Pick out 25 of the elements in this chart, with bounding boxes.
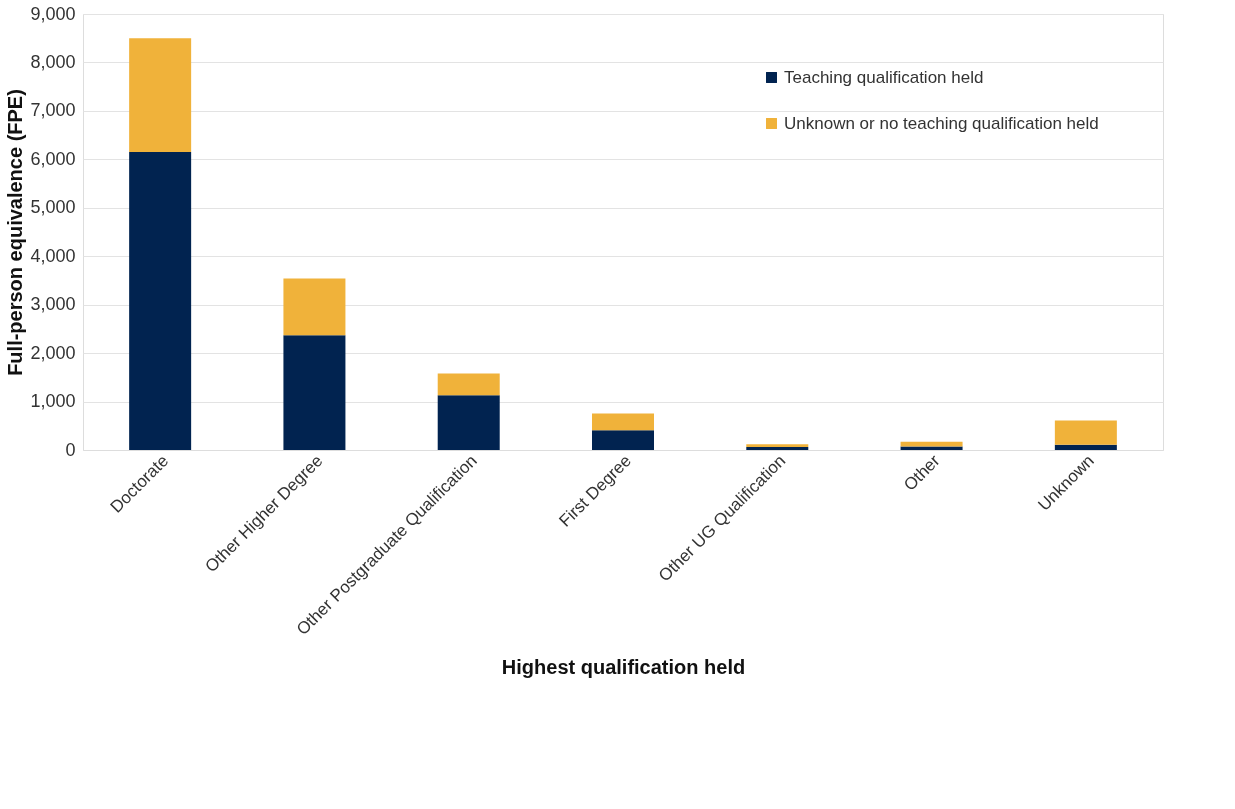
y-axis-title: Full-person equivalence (FPE) [4, 89, 27, 376]
bar [283, 278, 346, 336]
bar [129, 38, 192, 153]
y-tick-label: 1,000 [30, 391, 76, 412]
y-tick-label: 6,000 [30, 148, 76, 169]
y-tick-label: 4,000 [30, 245, 76, 266]
y-tick-label: 0 [65, 439, 76, 460]
y-tick-label: 3,000 [30, 294, 76, 315]
bar [1054, 444, 1117, 450]
legend-label: Unknown or no teaching qualification held [784, 113, 1099, 133]
bar [1054, 420, 1117, 445]
bar [900, 441, 963, 447]
y-tick-label: 9,000 [30, 3, 76, 24]
bar [437, 373, 500, 396]
bar [129, 152, 192, 450]
y-tick-label: 2,000 [30, 342, 76, 363]
y-tick-label: 5,000 [30, 197, 76, 218]
bar [283, 335, 346, 450]
bar [437, 395, 500, 450]
y-tick-label: 7,000 [30, 100, 76, 121]
bar [592, 430, 654, 450]
x-axis-title: Highest qualification held [501, 656, 746, 679]
bar [592, 413, 654, 431]
y-tick-label: 8,000 [30, 51, 76, 72]
legend-label: Teaching qualification held [784, 67, 984, 87]
